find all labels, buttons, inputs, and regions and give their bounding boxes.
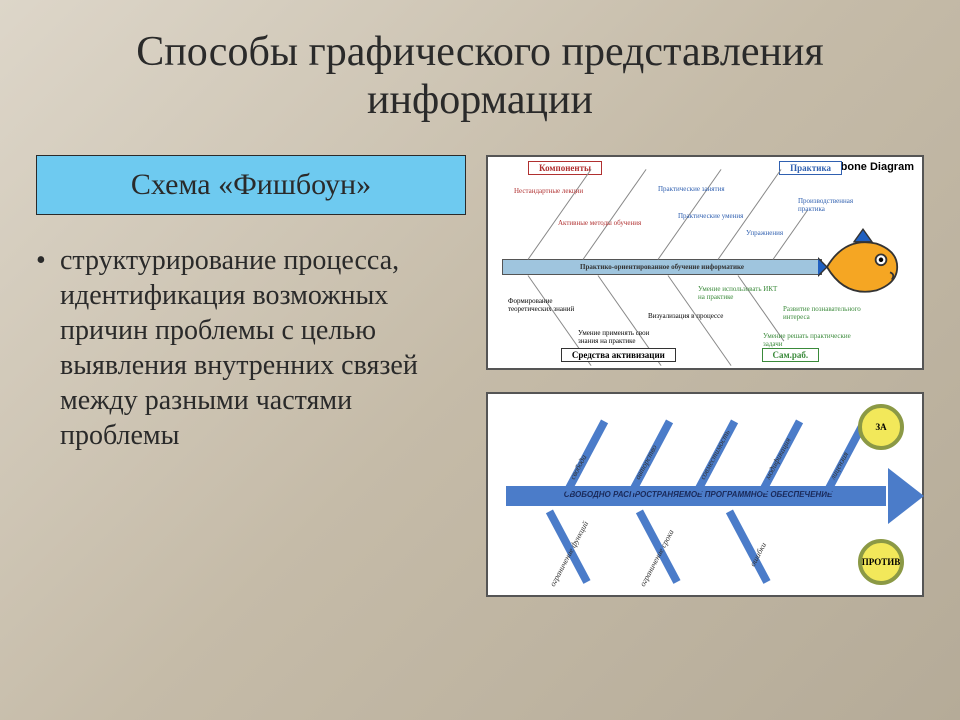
rib-label: совместимость (698, 428, 732, 481)
bone (583, 169, 647, 260)
left-column: Схема «Фишбоун» структурирование процесс… (36, 155, 466, 597)
bone-label: Практические умения (678, 212, 743, 220)
bone-label: Практические занятия (658, 185, 725, 193)
badge-label: ЗА (875, 422, 886, 432)
page-title: Способы графического представления инфор… (36, 28, 924, 125)
fishbone-diagram-classic: Fishbone Diagram Компоненты Практика Пра… (486, 155, 924, 370)
right-column: Fishbone Diagram Компоненты Практика Пра… (486, 155, 924, 597)
bone-label: Визуализация в процессе (648, 312, 728, 320)
bone-label: Активные методы обучения (558, 219, 641, 227)
diagram1-spine: Практико-ориентированное обучение информ… (502, 259, 822, 275)
badge-against: ПРОТИВ (858, 539, 904, 585)
bone-label: Упражнения (746, 229, 783, 237)
badge-label: ПРОТИВ (862, 557, 900, 567)
rib-label: свобода (568, 453, 588, 481)
bone-label: Умение решать практические задачи (763, 332, 853, 348)
bone-label: Формирование теоретических знаний (508, 297, 588, 313)
arrow-head-icon (888, 468, 924, 524)
bullet-list: структурирование процесса, идентификация… (36, 243, 466, 453)
rib-label: авторство (633, 443, 659, 481)
bone-label: Развитие познавательного интереса (783, 305, 873, 321)
category-box: Компоненты (528, 161, 602, 175)
category-box: Сам.раб. (762, 348, 820, 362)
bone-label: Умение использовать ИКТ на практике (698, 285, 778, 301)
bone (528, 169, 592, 260)
diagram1-bottom-categories: Средства активизации Сам.раб. (488, 348, 922, 362)
bone-label: Умение применять свои знания на практике (578, 329, 668, 345)
scheme-label-box: Схема «Фишбоун» (36, 155, 466, 215)
slide: Способы графического представления инфор… (0, 0, 960, 720)
rib-label: модификация (763, 436, 793, 481)
diagram1-top-categories: Компоненты Практика (488, 161, 922, 175)
spine-label: Практико-ориентированное обучение информ… (580, 263, 744, 271)
badge-for: ЗА (858, 404, 904, 450)
bone-label: Производственная практика (798, 197, 878, 213)
category-box: Средства активизации (561, 348, 676, 362)
fishbone-diagram-arrow: СВОБОДНО РАСПРОСТРАНЯЕМОЕ ПРОГРАММНОЕ ОБ… (486, 392, 924, 597)
bone-label: Нестандартные лекции (514, 187, 583, 195)
category-box: Практика (779, 161, 842, 175)
fish-icon (818, 227, 908, 307)
content-row: Схема «Фишбоун» структурирование процесс… (36, 155, 924, 597)
bullet-item: структурирование процесса, идентификация… (60, 243, 466, 453)
